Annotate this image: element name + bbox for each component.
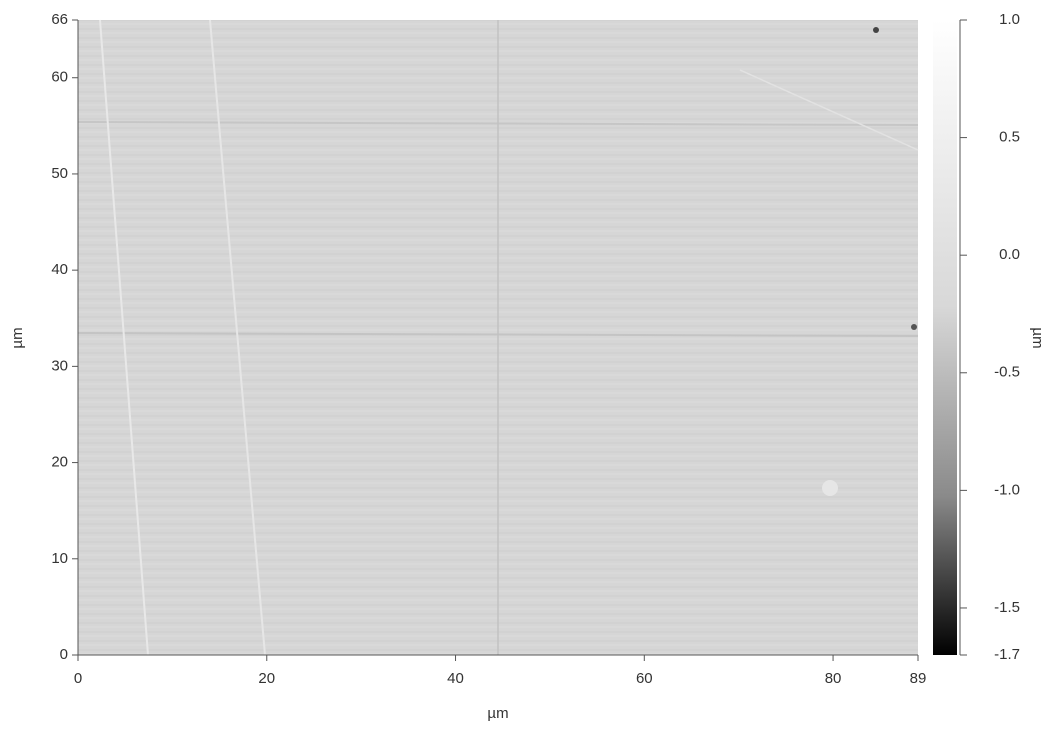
- y-axis-label: µm: [9, 327, 26, 348]
- y-tick-label: 0: [60, 646, 68, 663]
- x-tick-label: 89: [910, 670, 927, 687]
- colorbar-tick-label: 0.0: [999, 246, 1020, 263]
- colorbar-tick-label: -1.7: [994, 646, 1020, 663]
- x-tick-label: 80: [825, 670, 842, 687]
- y-tick-label: 20: [51, 454, 68, 471]
- y-tick-label: 66: [51, 11, 68, 28]
- x-axis-label: µm: [487, 705, 508, 722]
- y-tick-label: 60: [51, 69, 68, 86]
- y-tick-label: 40: [51, 261, 68, 278]
- x-tick-label: 0: [74, 670, 82, 687]
- x-tick-label: 40: [447, 670, 464, 687]
- colorbar-label: µm: [1029, 327, 1046, 348]
- colorbar-tick-label: -1.5: [994, 599, 1020, 616]
- colorbar: [933, 20, 957, 655]
- y-tick-label: 10: [51, 550, 68, 567]
- afm-image: [77, 19, 919, 656]
- x-tick-label: 60: [636, 670, 653, 687]
- colorbar-tick-label: -1.0: [994, 481, 1020, 498]
- colorbar-tick-label: 0.5: [999, 129, 1020, 146]
- x-tick-label: 20: [258, 670, 275, 687]
- y-tick-label: 30: [51, 357, 68, 374]
- colorbar-tick-label: -0.5: [994, 364, 1020, 381]
- colorbar-tick-label: 1.0: [999, 11, 1020, 28]
- y-tick-label: 50: [51, 165, 68, 182]
